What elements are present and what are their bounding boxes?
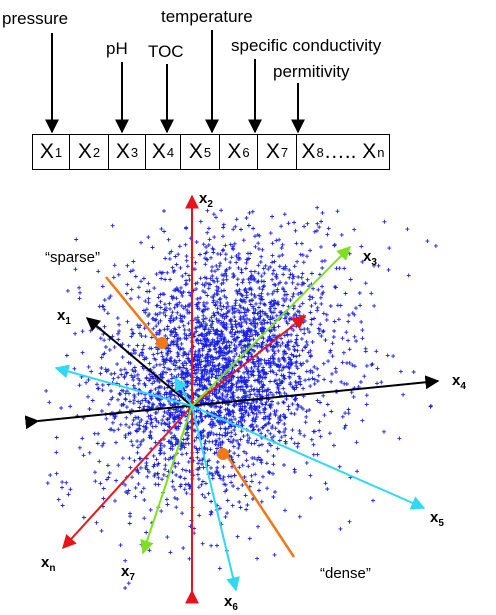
sparse-pointer-dot — [156, 337, 168, 349]
axis-cyan-left — [54, 364, 193, 407]
density-pointers — [105, 276, 296, 558]
sparse-label: “sparse” — [45, 249, 100, 266]
axis-xn — [62, 405, 193, 550]
dense-pointer-line — [224, 453, 296, 558]
axis-x7 — [140, 405, 193, 555]
axis-x5 — [191, 405, 426, 510]
axis-x3 — [191, 246, 351, 407]
dense-pointer-dot — [217, 448, 229, 460]
label-permitivity: permitivity — [273, 62, 350, 81]
axis-x4 — [24, 375, 440, 430]
sparse-pointer-line — [105, 276, 161, 344]
label-pressure: pressure — [2, 9, 69, 28]
label-arrows — [45, 30, 305, 134]
axis-label-x7: x7 — [121, 563, 135, 583]
principal-axes — [24, 194, 440, 604]
axis-label-x2: x2 — [199, 190, 213, 210]
cloud-points — [44, 205, 438, 590]
data-point-cloud — [44, 205, 438, 590]
label-toc: TOC — [148, 42, 184, 61]
axis-x6 — [191, 405, 240, 592]
label-temperature: temperature — [161, 7, 253, 26]
axis-label-x6: x6 — [224, 593, 238, 613]
axis-label-x5: x5 — [430, 509, 444, 529]
label-ph: pH — [106, 39, 128, 58]
axis-label-xn: xn — [41, 554, 55, 574]
axis-label-x3: x3 — [363, 248, 377, 268]
dense-label: “dense” — [320, 565, 371, 582]
axis-label-x1: x1 — [57, 307, 71, 327]
axis-label-x4: x4 — [452, 372, 466, 392]
axis-red-ur — [191, 315, 307, 407]
axis-cyan-up — [174, 376, 193, 407]
label-specific-conductivity: specific conductivity — [231, 36, 382, 55]
